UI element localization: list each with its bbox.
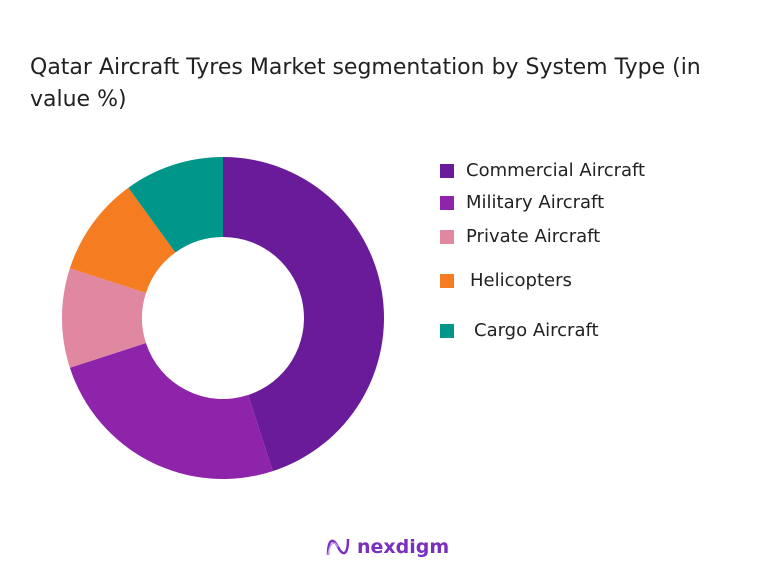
legend-swatch [440, 229, 454, 244]
logo-icon [326, 538, 350, 556]
legend-label: Helicopters [470, 270, 572, 291]
legend-item: Cargo Aircraft [440, 320, 599, 341]
chart-title: Qatar Aircraft Tyres Market segmentation… [30, 55, 701, 112]
slice-cargo-aircraft [128, 157, 223, 253]
legend-item: Commercial Aircraft [440, 160, 645, 181]
legend-label: Private Aircraft [466, 226, 601, 247]
legend-label: Commercial Aircraft [466, 160, 646, 181]
legend-label: Cargo Aircraft [474, 320, 599, 341]
legend-item: Military Aircraft [440, 192, 604, 213]
legend-item: Helicopters [440, 270, 572, 291]
legend-swatch [440, 323, 454, 338]
slice-private-aircraft [62, 268, 146, 368]
legend-item: Private Aircraft [440, 226, 600, 247]
legend-swatch [440, 195, 454, 210]
brand-name: nexdigm [357, 536, 450, 558]
legend-label: Military Aircraft [466, 192, 605, 213]
legend-swatch [440, 163, 454, 178]
nexdigm-logo: nexdigm [325, 535, 449, 559]
slice-military-aircraft [69, 343, 273, 479]
legend-swatch [440, 273, 454, 288]
slice-commercial-aircraft [223, 157, 384, 472]
slice-helicopters [69, 187, 176, 293]
